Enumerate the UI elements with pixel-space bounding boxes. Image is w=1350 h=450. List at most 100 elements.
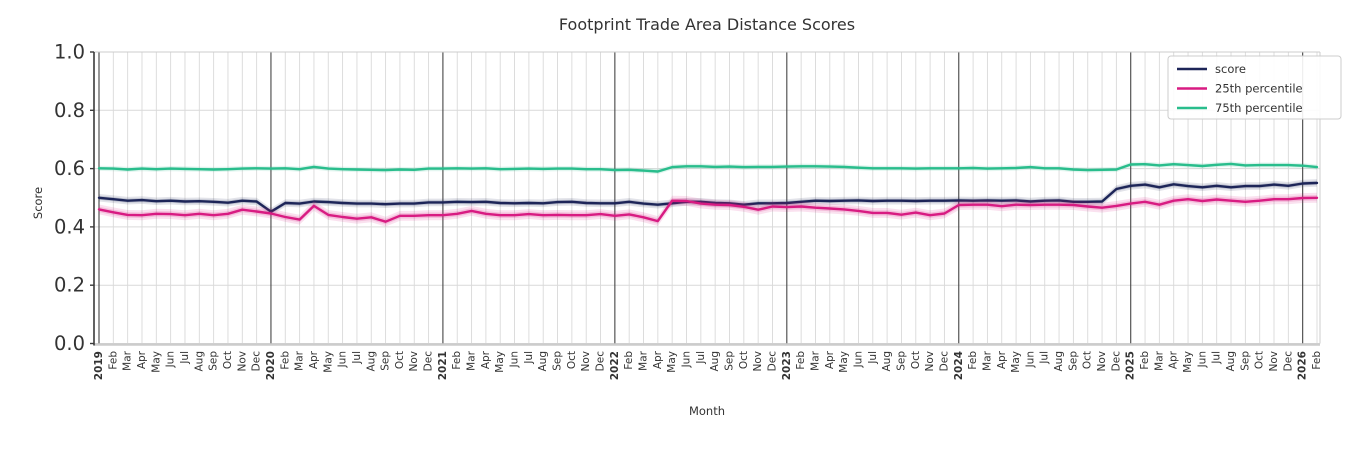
legend-label: 75th percentile xyxy=(1215,101,1303,115)
x-tick-label: 2025 xyxy=(1125,351,1137,380)
x-tick-label: Oct xyxy=(1082,351,1094,369)
x-tick-label: Mar xyxy=(809,350,821,370)
x-tick-label: Mar xyxy=(466,350,478,370)
series-25th-percentile xyxy=(97,192,1319,227)
x-tick-label: May xyxy=(494,351,506,373)
axes-spines xyxy=(93,51,1321,346)
x-tick-label: Apr xyxy=(1168,350,1180,369)
x-tick-label: Sep xyxy=(723,351,735,371)
x-tick-label: 2021 xyxy=(437,351,449,380)
x-tick-label: Jul xyxy=(351,351,363,365)
x-tick-label: 2020 xyxy=(265,351,277,380)
x-axis-label: Month xyxy=(688,404,726,418)
x-tick-label: Nov xyxy=(752,351,764,372)
x-tick-label: Sep xyxy=(1067,351,1079,371)
x-tick-label: Sep xyxy=(1239,351,1251,371)
x-tick-label: Aug xyxy=(537,351,549,372)
x-tick-label: Aug xyxy=(193,351,205,372)
x-tick-label: Oct xyxy=(566,351,578,369)
series-line xyxy=(97,196,1319,223)
x-tick-label: Aug xyxy=(1225,351,1237,372)
x-tick-label: Mar xyxy=(294,350,306,370)
x-tick-label: 2022 xyxy=(609,351,621,380)
x-tick-label: Jul xyxy=(1039,351,1051,365)
x-tick-label: Jul xyxy=(695,351,707,365)
y-tick-label: 0.0 xyxy=(54,332,85,355)
x-tick-label: Nov xyxy=(924,351,936,372)
confidence-band-outer xyxy=(99,179,1317,216)
x-tick-label: Dec xyxy=(1110,351,1122,372)
x-tick-label: Jun xyxy=(337,351,349,368)
confidence-band-inner xyxy=(99,180,1317,214)
x-tick-label: Apr xyxy=(652,350,664,369)
y-tick-label: 0.4 xyxy=(54,215,85,238)
x-tick-label: Jul xyxy=(523,351,535,365)
x-tick-label: Dec xyxy=(938,351,950,372)
x-tick-label: Jun xyxy=(165,351,177,368)
series-line xyxy=(97,162,1319,173)
x-tick-label: Feb xyxy=(1139,351,1151,370)
x-tick-label: 2024 xyxy=(953,351,965,380)
x-tick-label: Feb xyxy=(967,351,979,370)
x-tick-label: Apr xyxy=(480,350,492,369)
x-tick-label: Aug xyxy=(709,351,721,372)
x-tick-label: Oct xyxy=(1254,351,1266,369)
x-tick-label: Nov xyxy=(1268,351,1280,372)
legend-label: 25th percentile xyxy=(1215,82,1303,96)
x-tick-label: Jun xyxy=(681,351,693,368)
x-tick-label: Apr xyxy=(136,350,148,369)
x-tick-label: Apr xyxy=(824,350,836,369)
x-tick-label: Oct xyxy=(222,351,234,369)
y-tick-label: 0.6 xyxy=(54,157,85,180)
x-tick-label: Nov xyxy=(236,351,248,372)
x-tick-label: Aug xyxy=(1053,351,1065,372)
vertical-gridlines xyxy=(98,52,1318,344)
x-tick-label: Jun xyxy=(1024,351,1036,368)
x-tick-label: Mar xyxy=(1153,350,1165,370)
x-tick-label: Mar xyxy=(122,350,134,370)
legend: score 25th percentile 75th percentile xyxy=(1167,55,1342,120)
x-tick-label: May xyxy=(1010,351,1022,373)
x-tick-label: May xyxy=(1182,351,1194,373)
x-tick-label: Jul xyxy=(867,351,879,365)
x-tick-label: Dec xyxy=(1282,351,1294,372)
x-tick-label: Feb xyxy=(623,351,635,370)
confidence-band-outer xyxy=(99,192,1317,227)
horizontal-gridlines xyxy=(94,51,1320,344)
x-tick-label: May xyxy=(666,351,678,373)
x-tick-label: Dec xyxy=(251,351,263,372)
x-tick-label: Feb xyxy=(795,351,807,370)
series-75th-percentile xyxy=(97,161,1319,175)
y-axis: 0.0 0.2 0.4 0.6 0.8 1.0 xyxy=(54,41,94,355)
y-tick-label: 1.0 xyxy=(54,41,85,64)
x-tick-label: 2023 xyxy=(781,351,793,380)
x-tick-label: Aug xyxy=(881,351,893,372)
x-tick-label: Nov xyxy=(408,351,420,372)
y-tick-label: 0.2 xyxy=(54,274,85,297)
x-tick-label: Oct xyxy=(394,351,406,369)
x-tick-label: May xyxy=(838,351,850,373)
x-tick-label: Dec xyxy=(595,351,607,372)
y-tick-label: 0.8 xyxy=(54,99,85,122)
x-tick-label: Sep xyxy=(380,351,392,371)
x-tick-label: 2019 xyxy=(93,351,105,380)
x-tick-label: 2026 xyxy=(1297,351,1309,380)
x-tick-label: Nov xyxy=(580,351,592,372)
confidence-band-inner xyxy=(99,195,1317,225)
x-tick-label: Aug xyxy=(365,351,377,372)
x-tick-label: Feb xyxy=(451,351,463,370)
x-tick-label: May xyxy=(150,351,162,373)
x-axis: 2019 Feb Mar Apr May Jun Jul Aug Sep Oct Nov Dec 202… xyxy=(93,350,1323,380)
x-tick-label: Feb xyxy=(279,351,291,370)
x-tick-label: Jun xyxy=(1196,351,1208,368)
x-tick-label: Sep xyxy=(208,351,220,371)
x-tick-label: Mar xyxy=(981,350,993,370)
x-tick-label: Nov xyxy=(1096,351,1108,372)
series-score xyxy=(97,179,1319,216)
x-tick-label: Mar xyxy=(638,350,650,370)
series-line xyxy=(97,181,1319,213)
chart-title: Footprint Trade Area Distance Scores xyxy=(558,15,856,34)
x-tick-label: Sep xyxy=(895,351,907,371)
